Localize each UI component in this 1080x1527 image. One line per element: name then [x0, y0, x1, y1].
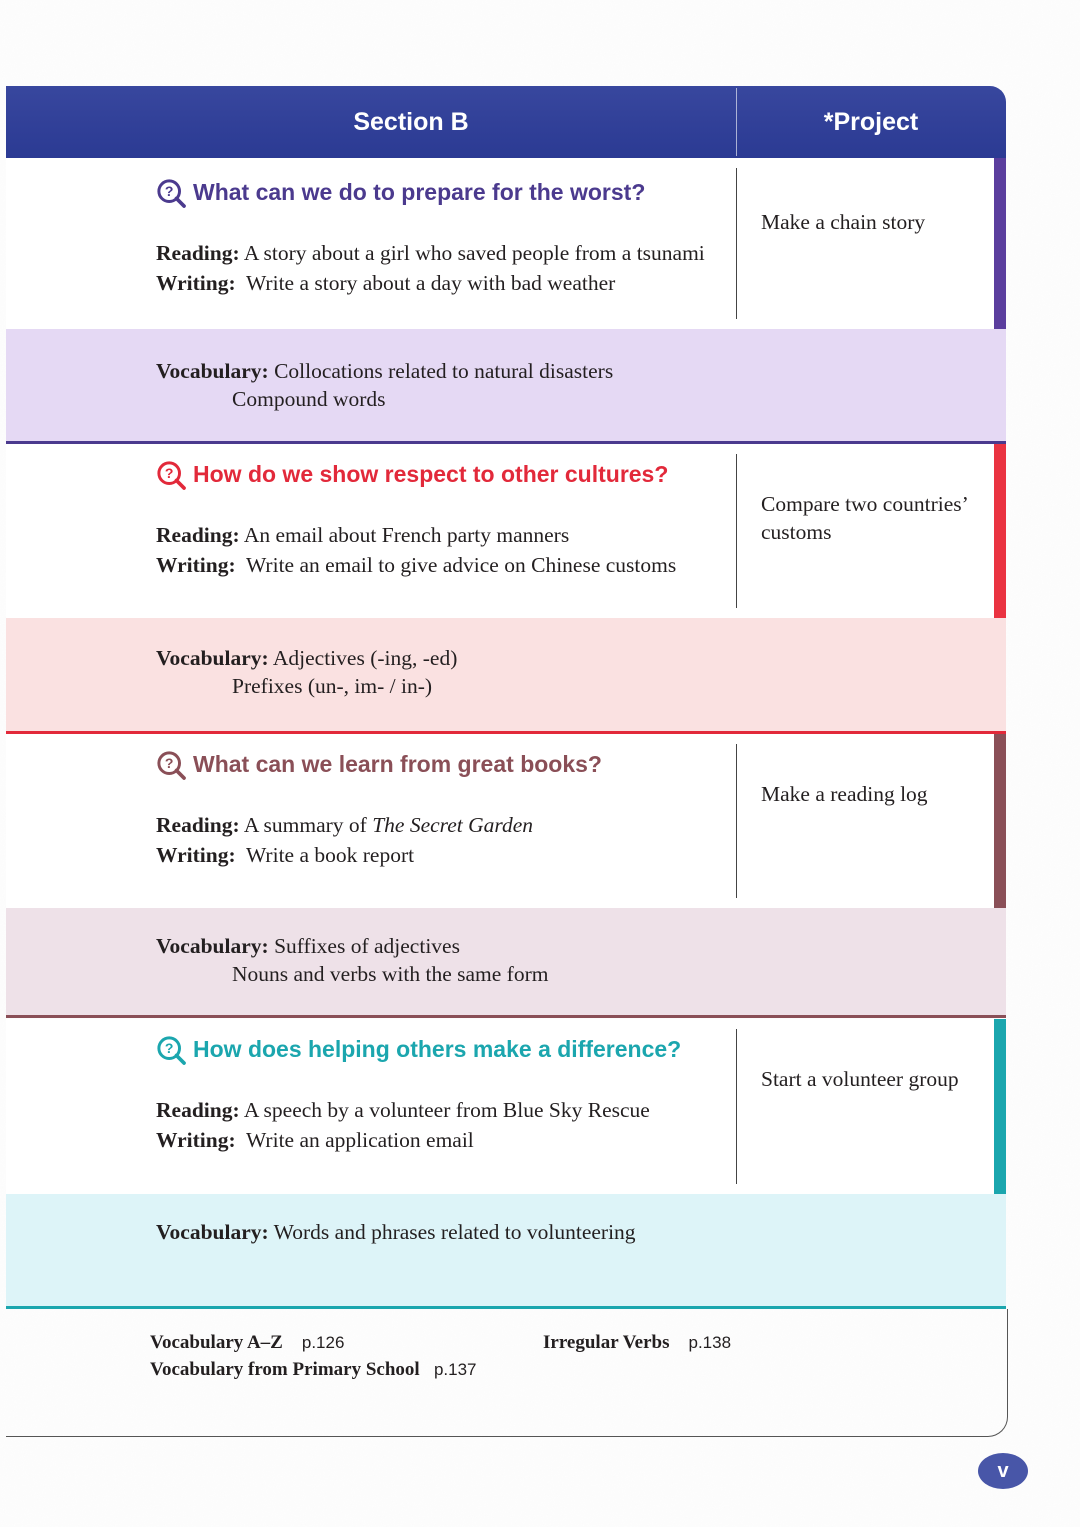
- svg-text:?: ?: [165, 183, 174, 199]
- svg-text:?: ?: [165, 1040, 174, 1056]
- svg-text:?: ?: [165, 465, 174, 481]
- svg-text:?: ?: [165, 755, 174, 771]
